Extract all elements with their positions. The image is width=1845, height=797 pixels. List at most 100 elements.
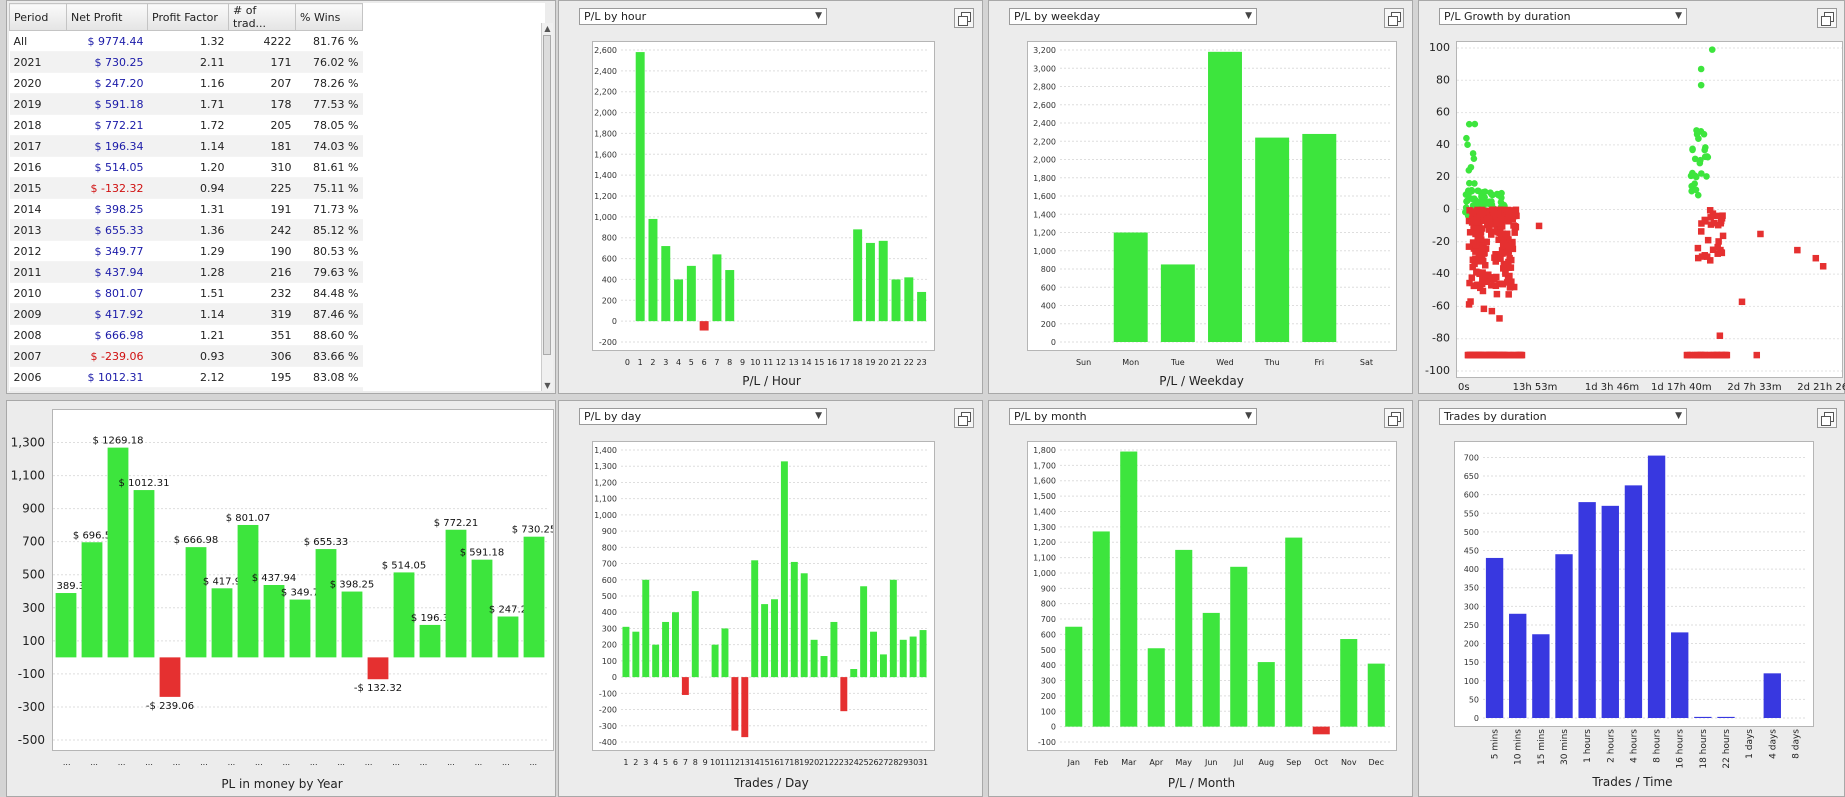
scatter-point <box>1698 170 1705 177</box>
col-header-4[interactable]: % Wins <box>295 3 363 31</box>
hour-selector[interactable]: P/L by hour ▼ <box>579 8 827 25</box>
table-row[interactable]: 2010 $ 801.07 1.51 232 84.48 % <box>9 282 363 304</box>
scatter-point <box>1478 280 1486 288</box>
table-row[interactable]: 2012 $ 349.77 1.29 190 80.53 % <box>9 240 363 262</box>
data-label: $ 772.21 <box>434 518 479 529</box>
scatter-point <box>1687 172 1695 180</box>
scatter-point <box>1502 268 1509 275</box>
copy-icon[interactable] <box>954 408 974 428</box>
data-label: $ 1269.18 <box>93 436 144 447</box>
scatter-point <box>1488 282 1495 289</box>
y-tick-label: 600 <box>602 576 617 585</box>
table-row[interactable]: 2005$ 1269.182.7818690.32 % <box>9 387 363 391</box>
bar <box>107 447 129 658</box>
x-tick-label: 27 <box>878 758 888 767</box>
table-row[interactable]: 2013 $ 655.33 1.36 242 85.12 % <box>9 219 363 241</box>
bar <box>1485 557 1504 718</box>
scatter-point <box>1500 242 1507 250</box>
col-header-3[interactable]: # of trad... <box>228 3 296 31</box>
table-row[interactable]: 2015 $ -132.32 0.94 225 75.11 % <box>9 177 363 199</box>
scatter-point <box>1465 167 1473 174</box>
table-row[interactable]: 2017 $ 196.34 1.14 181 74.03 % <box>9 135 363 157</box>
copy-icon[interactable] <box>1817 8 1837 28</box>
y-tick-label: 200 <box>1464 640 1479 649</box>
scatter-point <box>1475 187 1482 195</box>
y-tick-label: 40 <box>1436 138 1450 151</box>
scatter-point <box>1700 130 1708 138</box>
table-row[interactable]: 2020 $ 247.20 1.16 207 78.26 % <box>9 72 363 94</box>
table-row[interactable]: 2014 $ 398.25 1.31 191 71.73 % <box>9 198 363 220</box>
copy-icon[interactable] <box>1384 8 1404 28</box>
x-tick-label: 7 <box>683 758 688 767</box>
day-selector[interactable]: P/L by day ▼ <box>579 408 827 425</box>
month-xlabel: P/L / Month <box>1167 776 1236 790</box>
net-profit-cell: $ 437.94 <box>66 261 148 283</box>
table-row[interactable]: 2019 $ 591.18 1.71 178 77.53 % <box>9 93 363 115</box>
y-tick-label: 0 <box>1443 203 1450 216</box>
trades-duration-selector[interactable]: Trades by duration ▼ <box>1439 408 1687 425</box>
profit-factor-cell: 0.93 <box>147 345 229 367</box>
table-row[interactable]: 2006 $ 1012.31 2.12 195 83.08 % <box>9 366 363 388</box>
profit-factor-cell: 1.31 <box>147 198 229 220</box>
x-tick-label: ... <box>173 758 181 767</box>
net-profit-cell: $ 772.21 <box>66 114 148 136</box>
table-row[interactable]: 2007 $ -239.06 0.93 306 83.66 % <box>9 345 363 367</box>
scatter-point <box>1496 219 1503 227</box>
weekday-selector[interactable]: P/L by weekday ▼ <box>1009 8 1257 25</box>
table-row[interactable]: 2018 $ 772.21 1.72 205 78.05 % <box>9 114 363 136</box>
y-tick-label: 1,300 <box>11 436 45 450</box>
table-row[interactable]: 2008 $ 666.98 1.21 351 88.60 % <box>9 324 363 346</box>
y-tick-label: -100 <box>1425 364 1450 377</box>
table-row[interactable]: 2011 $ 437.94 1.28 216 79.63 % <box>9 261 363 283</box>
year-plot-area: $ 389.3 $ 696.5 $ 1269.18 $ 1012.31 -$ 239.0… <box>47 409 556 751</box>
bar <box>741 677 749 738</box>
y-tick-label: 1,200 <box>594 192 617 201</box>
scatter-point <box>1508 256 1515 264</box>
table-row[interactable]: 2016 $ 514.05 1.20 310 81.61 % <box>9 156 363 178</box>
scatter-point <box>1491 254 1498 261</box>
profit-factor-cell: 1.20 <box>147 156 229 178</box>
bar <box>1601 505 1619 718</box>
table-scrollbar[interactable]: ▲ ▼ <box>541 23 553 391</box>
scatter-point <box>1488 307 1496 315</box>
period-cell: 2006 <box>9 366 67 388</box>
copy-icon[interactable] <box>1817 408 1837 428</box>
scroll-up-arrow-icon[interactable]: ▲ <box>544 24 551 33</box>
scatter-point <box>1704 236 1712 244</box>
trades-count-cell: 225 <box>228 177 296 199</box>
col-header-0[interactable]: Period <box>9 3 67 31</box>
table-row[interactable]: 2021 $ 730.25 2.11 171 76.02 % <box>9 51 363 73</box>
duration-selector[interactable]: P/L Growth by duration ▼ <box>1439 8 1687 25</box>
y-tick-label: 1,400 <box>594 446 617 455</box>
x-tick-label: 12 <box>730 758 740 767</box>
col-header-2[interactable]: Profit Factor <box>147 3 229 31</box>
copy-icon[interactable] <box>1384 408 1404 428</box>
scroll-thumb[interactable] <box>543 35 551 355</box>
table-row[interactable]: All $ 9774.44 1.32 4222 81.76 % <box>9 30 363 52</box>
bar <box>1147 648 1165 727</box>
wins-cell: 84.48 % <box>295 282 363 304</box>
x-tick-label: Mar <box>1121 758 1137 767</box>
scatter-point <box>1505 208 1513 215</box>
x-tick-label: 13 <box>789 358 799 367</box>
scatter-point <box>1695 135 1702 142</box>
bar <box>1367 663 1385 727</box>
bar <box>1694 716 1712 718</box>
y-tick-label: 400 <box>602 275 617 284</box>
scatter-point <box>1702 144 1709 151</box>
bar <box>879 654 887 678</box>
x-tick-label: ... <box>255 758 263 767</box>
month-selector[interactable]: P/L by month ▼ <box>1009 408 1257 425</box>
y-tick-label: 100 <box>1429 41 1450 54</box>
scroll-down-arrow-icon[interactable]: ▼ <box>544 381 551 390</box>
copy-icon[interactable] <box>954 8 974 28</box>
trades-duration-panel: Trades by duration ▼ 0 50 100 150 200 250 300 35… <box>1418 400 1845 797</box>
bar <box>820 656 828 678</box>
y-tick-label: 250 <box>1464 621 1479 630</box>
bar <box>1647 455 1666 718</box>
y-tick-label: 900 <box>1041 584 1056 593</box>
col-header-1[interactable]: Net Profit <box>66 3 148 31</box>
scatter-point <box>1466 179 1473 187</box>
table-row[interactable]: 2009 $ 417.92 1.14 319 87.46 % <box>9 303 363 325</box>
scatter-point <box>1505 248 1512 255</box>
